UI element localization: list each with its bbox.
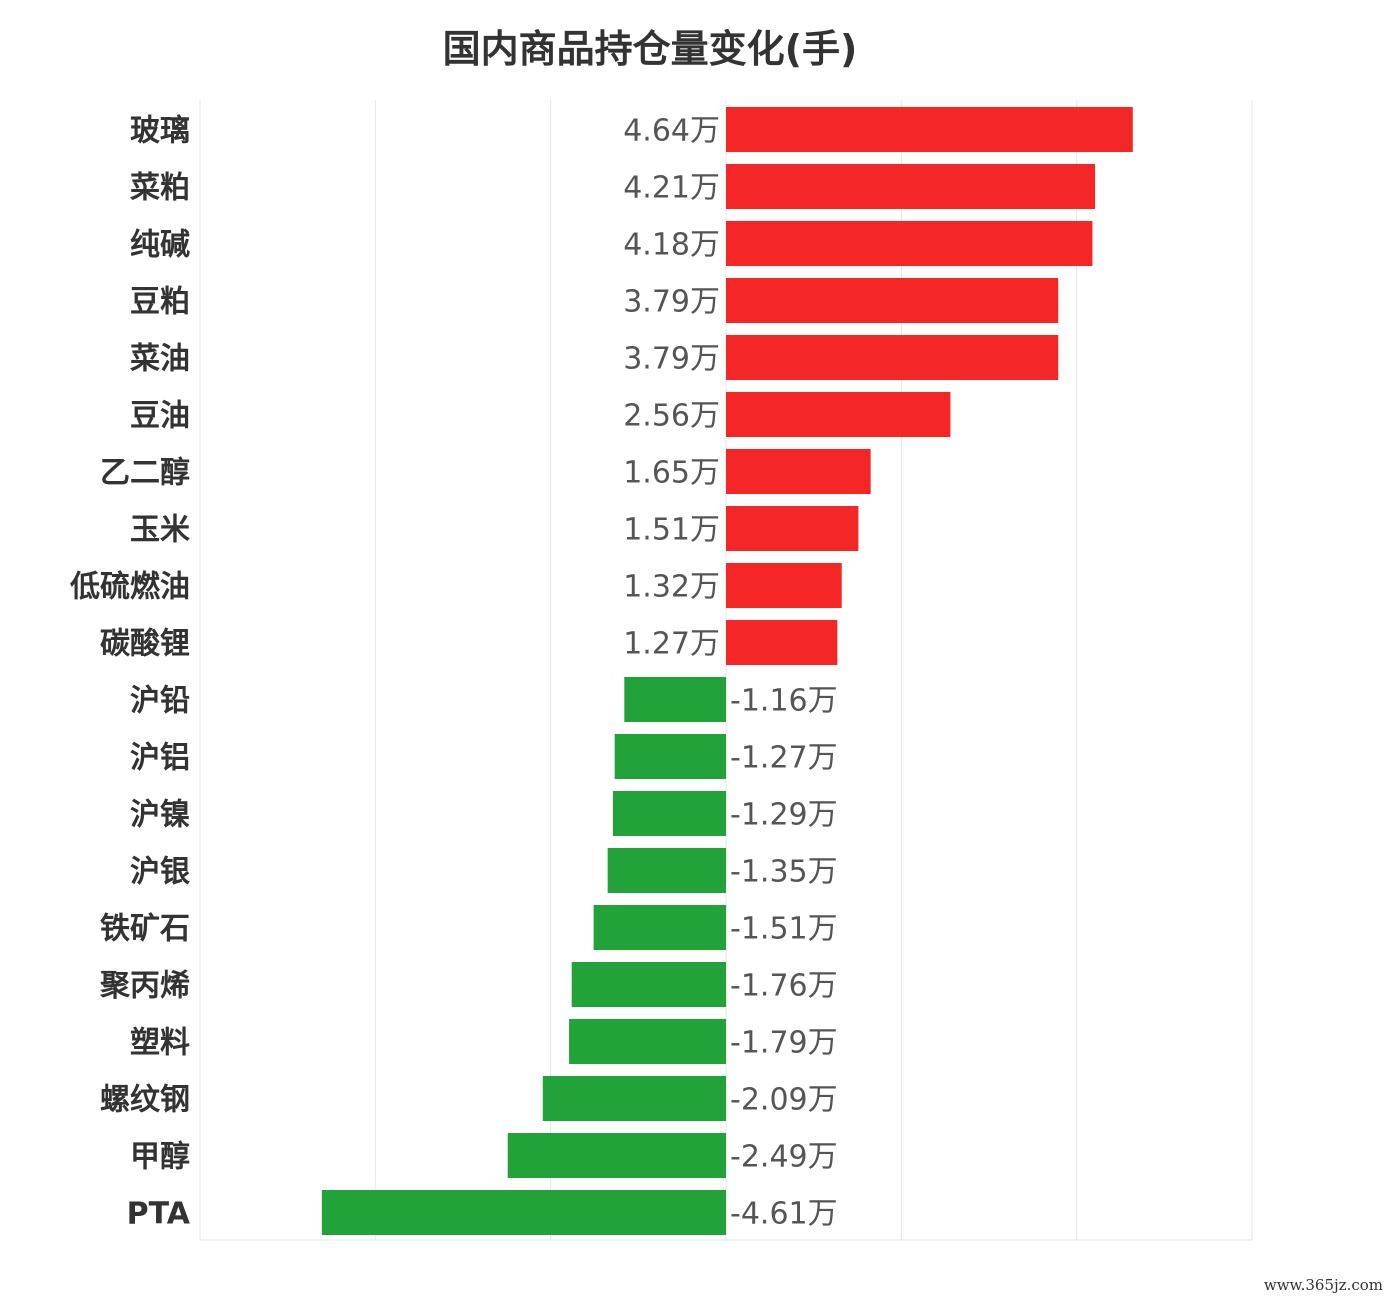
data-label: 1.32万 [623,570,720,605]
bar [321,1190,726,1235]
data-label: -1.35万 [730,855,838,890]
bar [569,1019,726,1064]
data-label: -1.51万 [730,912,838,947]
category-label: 玉米 [130,513,190,548]
data-label: 1.65万 [623,456,720,491]
bar [607,848,726,893]
bar [726,620,838,665]
category-label: 碳酸锂 [100,627,190,662]
data-label: 1.27万 [623,627,720,662]
bar [726,107,1133,152]
data-label: -1.16万 [730,684,838,719]
bar [726,449,871,494]
category-label: 菜粕 [130,171,190,206]
data-label: 2.56万 [623,399,720,434]
category-label: 低硫燃油 [69,570,190,605]
category-label: 塑料 [130,1026,190,1061]
bar [612,791,726,836]
data-label: 4.18万 [623,228,720,263]
data-label: -1.76万 [730,969,838,1004]
category-label: 纯碱 [130,228,190,263]
category-label: 菜油 [130,342,190,377]
bar [726,506,859,551]
chart-title: 国内商品持仓量变化(手) [442,27,858,71]
bar [593,905,726,950]
bar [624,677,726,722]
bar [571,962,726,1007]
data-label: -1.29万 [730,798,838,833]
category-label: 沪银 [130,855,190,890]
data-label: 3.79万 [623,285,720,320]
bars [321,107,1133,1235]
bar [726,164,1096,209]
category-label: 螺纹钢 [100,1083,190,1118]
category-label: PTA [127,1197,191,1232]
category-label: 豆油 [130,399,190,434]
category-label: 沪铝 [130,741,190,776]
data-labels: 4.64万 4.21万 4.18万 3.79万 3.79万 2.56万 1.65万 1.51万… [623,114,837,1232]
bar [507,1133,726,1178]
data-label: -2.09万 [730,1083,838,1118]
bar [726,335,1059,380]
data-label: -2.49万 [730,1140,838,1175]
data-label: 4.21万 [623,171,720,206]
data-label: 1.51万 [623,513,720,548]
bar [726,278,1059,323]
category-labels: 玻璃菜粕纯碱豆粕菜油豆油乙二醇玉米低硫燃油碳酸锂沪铅沪铝沪镍沪银铁矿石聚丙烯塑料… [69,114,191,1232]
data-label: -1.79万 [730,1026,838,1061]
category-label: 铁矿石 [100,912,190,947]
bar [614,734,726,779]
category-label: 甲醇 [130,1140,190,1175]
grid-lines [199,100,1253,1241]
bar [726,392,951,437]
data-label: 3.79万 [623,342,720,377]
bar [542,1076,726,1121]
data-label: 4.64万 [623,114,720,149]
data-label: -4.61万 [730,1197,838,1232]
bar [726,563,842,608]
category-label: 豆粕 [130,285,190,320]
data-label: -1.27万 [730,741,838,776]
bar [726,221,1093,266]
category-label: 沪镍 [130,798,190,833]
category-label: 乙二醇 [100,456,190,491]
watermark: www.365jz.com [1263,1276,1383,1294]
category-label: 聚丙烯 [99,969,190,1004]
category-label: 玻璃 [130,114,190,149]
category-label: 沪铅 [130,684,190,719]
